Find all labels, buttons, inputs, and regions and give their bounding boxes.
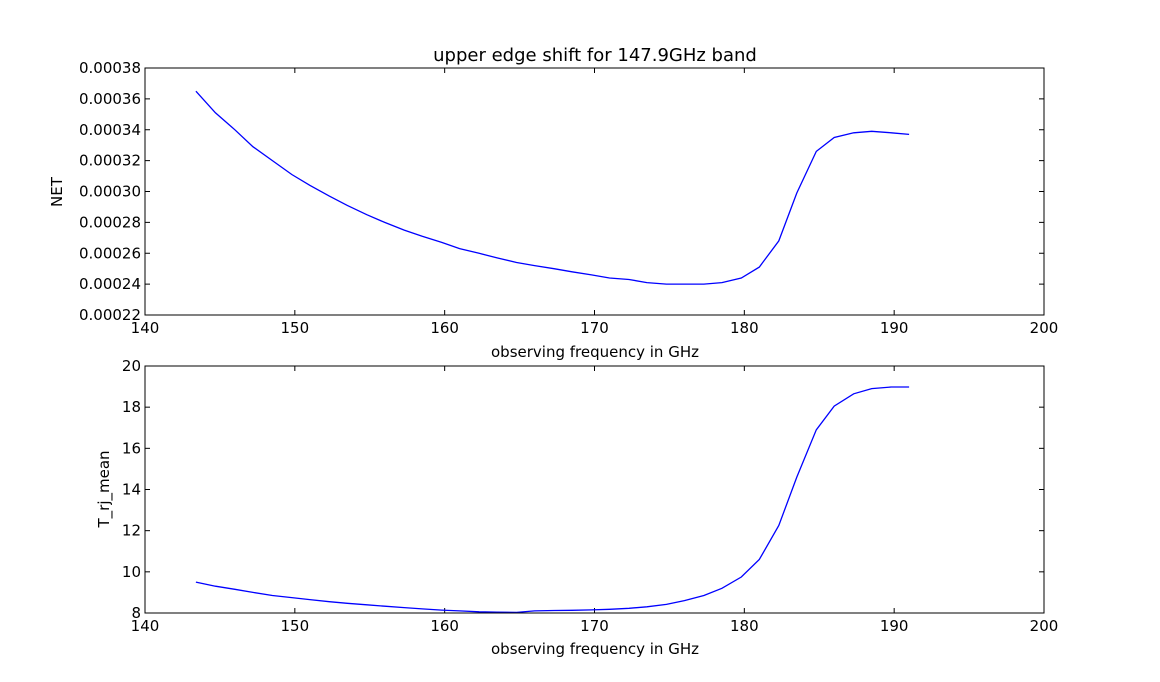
trj-series-line <box>195 386 910 614</box>
net-series-line <box>195 90 910 285</box>
trj-y-tick-label: 20 <box>122 357 141 375</box>
net-x-tick-label: 200 <box>1030 319 1059 337</box>
net-x-tick-label: 160 <box>430 319 459 337</box>
trj-y-tick-label: 12 <box>122 522 141 540</box>
net-axes: 140 150 160 170 180 190 200 0.00022 0.00024 0.000… <box>79 59 1058 337</box>
net-y-tick-label: 0.00026 <box>79 244 141 262</box>
net-x-tick-label: 190 <box>880 319 909 337</box>
trj-y-tick-label: 14 <box>122 481 141 499</box>
net-y-tick-label: 0.00032 <box>79 152 141 170</box>
net-x-tick-label: 170 <box>580 319 609 337</box>
net-x-tick-label: 140 <box>131 319 160 337</box>
trj-y-tick-label: 8 <box>131 604 141 622</box>
net-y-tick-label: 0.00034 <box>79 121 141 139</box>
net-y-tick-label: 0.00022 <box>79 306 141 324</box>
trj-y-tick-label: 10 <box>122 563 141 581</box>
trj-x-tick-label: 200 <box>1030 617 1059 635</box>
trj-x-tick-label: 160 <box>430 617 459 635</box>
trj-y-tick-label: 16 <box>122 439 141 457</box>
net-y-tick-label: 0.00038 <box>79 59 141 77</box>
trj-x-tick-label: 180 <box>730 617 759 635</box>
trj-x-tick-label: 170 <box>580 617 609 635</box>
net-x-tick-label: 150 <box>281 319 310 337</box>
net-y-tick-label: 0.00036 <box>79 90 141 108</box>
net-plot-frame <box>144 67 1045 316</box>
net-y-tick-label: 0.00028 <box>79 213 141 231</box>
trj-plot-frame <box>144 365 1045 614</box>
chart-title: upper edge shift for 147.9GHz band <box>433 45 757 66</box>
net-y-tick-label: 0.00024 <box>79 275 141 293</box>
trj-y-axis-label: T_rj_mean <box>95 450 114 528</box>
trj-x-axis-label: observing frequency in GHz <box>491 640 699 658</box>
net-x-tick-label: 180 <box>730 319 759 337</box>
trj-x-tick-label: 140 <box>131 617 160 635</box>
trj-x-tick-label: 190 <box>880 617 909 635</box>
trj-y-tick-label: 18 <box>122 398 141 416</box>
net-x-axis-label: observing frequency in GHz <box>491 343 699 361</box>
net-y-axis-label: NET <box>48 176 66 207</box>
net-y-tick-label: 0.00030 <box>79 183 141 201</box>
trj-x-tick-label: 150 <box>281 617 310 635</box>
trj-axes: 140 150 160 170 180 190 200 8 10 12 14 16 18 20 <box>122 357 1058 635</box>
